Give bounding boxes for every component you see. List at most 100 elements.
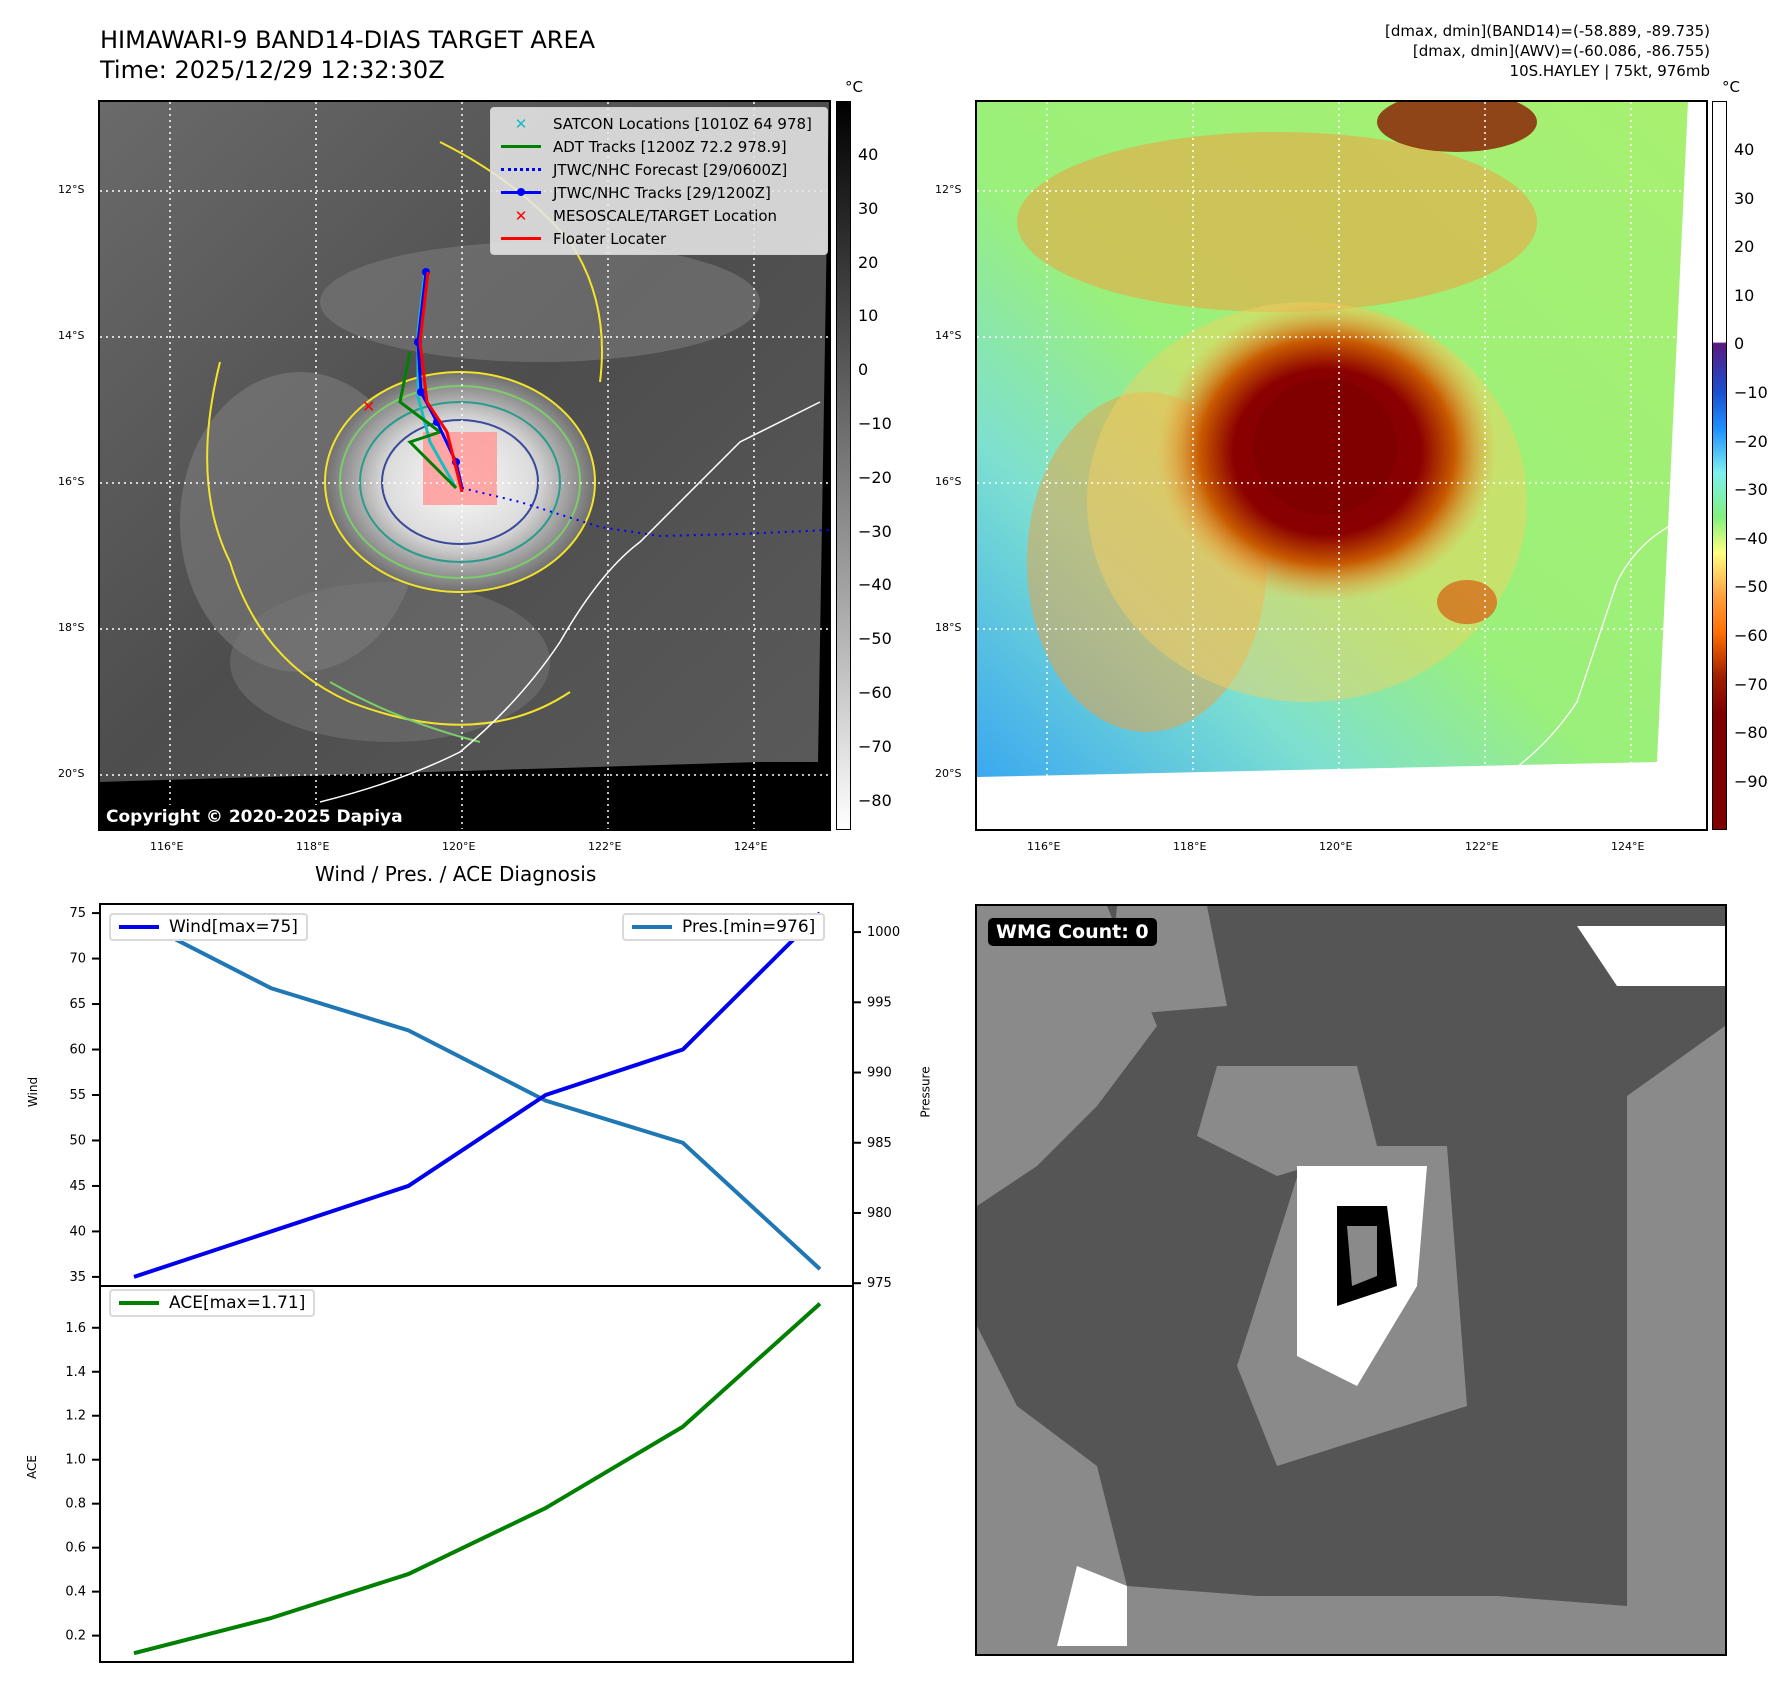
lon-tick: 118°E — [296, 840, 330, 853]
colorbar-color — [1712, 101, 1727, 830]
chart-frame — [99, 903, 854, 1663]
wmg-image — [977, 906, 1725, 1646]
ir-map-image: ✕ — [100, 102, 829, 829]
info-awv-range: [dmax, dmin](AWV)=(-60.086, -86.755) — [1412, 42, 1710, 60]
colorbar-tick-label: −40 — [858, 575, 892, 595]
lat-tick: 12°S — [935, 183, 962, 196]
pressure-legend: Pres.[min=976] — [622, 913, 826, 941]
colorbar-tick-label: −70 — [1734, 674, 1768, 694]
lon-tick: 120°E — [1319, 840, 1353, 853]
wind-series — [133, 911, 822, 1279]
line-dot-icon — [499, 188, 543, 196]
colorbar-tick-label: 20 — [1734, 237, 1755, 257]
legend-jtwc-tracks: JTWC/NHC Tracks [29/1200Z] — [499, 181, 819, 204]
wind-legend: Wind[max=75] — [109, 913, 308, 941]
colorbar-tick-label: −80 — [1734, 723, 1768, 743]
lat-tick: 14°S — [58, 329, 85, 342]
ace-tick-label: 0.6 — [65, 1541, 86, 1556]
diagnosis-chart: 35 40 45 50 55 60 65 70 75 975 980 985 990 995 1000 0.2… — [65, 903, 900, 1663]
wind-legend-line-icon — [119, 925, 159, 929]
x-marker-icon: ✕ — [514, 114, 528, 133]
lat-tick: 16°S — [935, 475, 962, 488]
ace-tick-label: 0.8 — [65, 1497, 86, 1512]
lat-tick: 18°S — [58, 621, 85, 634]
map-legend: ✕ SATCON Locations [1010Z 64 978] ADT Tr… — [490, 107, 828, 255]
lon-tick: 116°E — [1027, 840, 1061, 853]
wind-tick-label: 45 — [69, 1179, 86, 1194]
colorbar-tick-label: 40 — [858, 145, 879, 164]
adt-track — [398, 351, 458, 490]
ace-legend-line-icon — [119, 1301, 159, 1305]
chart-title: Wind / Pres. / ACE Diagnosis — [315, 862, 597, 886]
lat-tick: 12°S — [58, 183, 85, 196]
colorbar-tick-label: 20 — [858, 252, 879, 272]
lon-tick: 118°E — [1173, 840, 1207, 853]
colorbar-tick-label: −50 — [858, 629, 892, 649]
ace-legend: ACE[max=1.71] — [109, 1289, 316, 1317]
legend-satcon: ✕ SATCON Locations [1010Z 64 978] — [499, 112, 819, 135]
line-icon — [499, 145, 543, 148]
jtwc-forecast-track — [461, 487, 829, 538]
lon-tick: 122°E — [1465, 840, 1499, 853]
figure-title: HIMAWARI-9 BAND14-DIAS TARGET AREA — [100, 26, 596, 54]
colorbar-tick-label: 10 — [1734, 285, 1755, 305]
lat-tick: 14°S — [935, 329, 962, 342]
ace-tick-label: 1.4 — [65, 1365, 86, 1380]
pressure-series — [133, 916, 822, 1271]
wind-tick-label: 35 — [69, 1270, 86, 1285]
wind-tick-label: 65 — [69, 997, 86, 1012]
wind-tick-label: 70 — [69, 952, 86, 967]
colorbar-tick-label: −10 — [1734, 383, 1768, 402]
colorbar-tick-label: 0 — [1734, 334, 1745, 354]
dotted-line-icon — [499, 168, 543, 171]
legend-adt: ADT Tracks [1200Z 72.2 978.9] — [499, 135, 819, 158]
colorbar-tick-label: −60 — [858, 683, 892, 702]
color-map-image — [977, 102, 1706, 829]
pressure-tick-label: 990 — [867, 1066, 892, 1081]
colorbar-tick-label: −40 — [1734, 528, 1768, 548]
lon-tick: 124°E — [1611, 840, 1645, 853]
colorbar-tick-label: −50 — [1734, 577, 1768, 597]
colorbar-tick-label: −10 — [858, 414, 892, 433]
colorbar-gray-unit: °C — [845, 78, 863, 96]
colorbar-tick-label: −70 — [858, 736, 892, 756]
lat-tick: 18°S — [935, 621, 962, 634]
lat-tick: 20°S — [935, 767, 962, 780]
wind-tick-label: 55 — [69, 1088, 86, 1103]
lat-tick: 20°S — [58, 767, 85, 780]
info-storm: 10S.HAYLEY | 75kt, 976mb — [1509, 62, 1710, 80]
lon-tick: 116°E — [150, 840, 184, 853]
ace-tick-label: 1.0 — [65, 1453, 86, 1468]
legend-mesoscale: ✕ MESOSCALE/TARGET Location — [499, 204, 819, 227]
wind-axis-title: Wind — [26, 1076, 41, 1108]
lon-tick: 124°E — [734, 840, 768, 853]
wind-tick-label: 60 — [69, 1043, 86, 1058]
pressure-tick-label: 980 — [867, 1206, 892, 1221]
wind-tick-label: 75 — [69, 906, 86, 921]
line-icon — [499, 237, 543, 240]
colorbar-tick-label: −80 — [858, 790, 892, 810]
ace-axis-title: ACE — [24, 1455, 39, 1479]
wind-tick-label: 50 — [69, 1133, 86, 1148]
colorbar-tick-label: −20 — [858, 467, 892, 487]
colorbar-tick-label: 30 — [1734, 188, 1755, 208]
copyright-label: Copyright © 2020-2025 Dapiya — [102, 805, 407, 829]
colorbar-tick-label: −90 — [1734, 771, 1768, 791]
legend-floater: Floater Locater — [499, 227, 819, 250]
ace-tick-label: 0.4 — [65, 1585, 86, 1600]
x-marker-icon: ✕ — [514, 206, 528, 225]
colorbar-tick-label: −30 — [1734, 480, 1768, 500]
figure-time: Time: 2025/12/29 12:32:30Z — [100, 56, 445, 84]
svg-text:✕: ✕ — [362, 397, 375, 416]
colorbar-tick-label: 30 — [858, 198, 879, 218]
wind-tick-label: 40 — [69, 1224, 86, 1239]
colorbar-tick-label: −20 — [1734, 431, 1768, 451]
pressure-tick-label: 1000 — [867, 925, 900, 940]
info-band14-range: [dmax, dmin](BAND14)=(-58.889, -89.735) — [1385, 22, 1710, 40]
pressure-tick-label: 985 — [867, 1136, 892, 1151]
ace-series — [133, 1302, 822, 1656]
floater-track — [418, 271, 464, 493]
colorbar-gray — [836, 101, 851, 830]
ace-tick-label: 1.2 — [65, 1409, 86, 1424]
colorbar-tick-label: 0 — [858, 360, 869, 380]
